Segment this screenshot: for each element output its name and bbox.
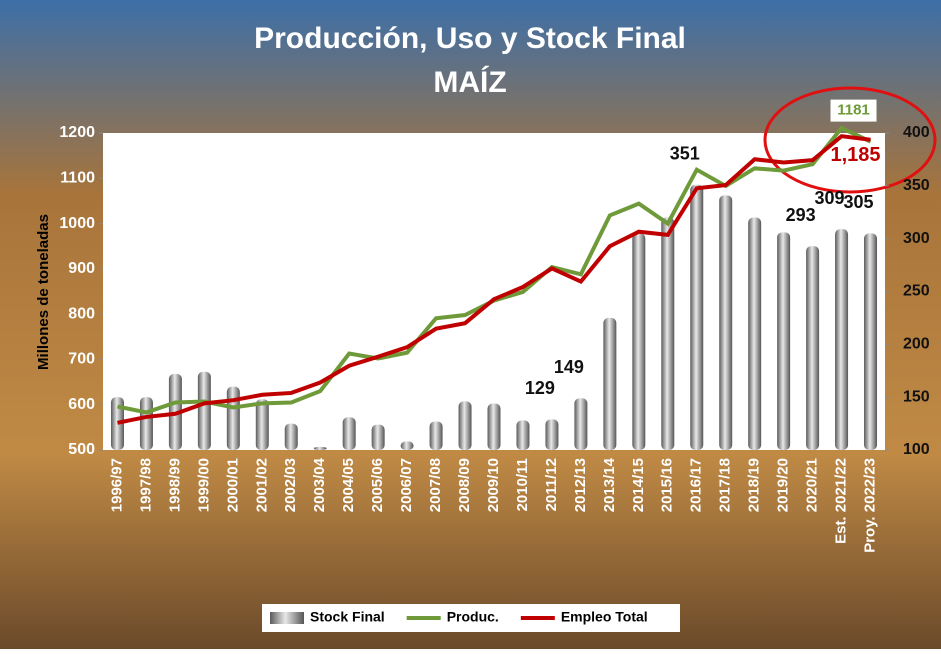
bar [226, 386, 240, 450]
bar [458, 401, 472, 450]
value-label-box [830, 99, 877, 122]
y2-tick-label: 350 [903, 177, 930, 194]
x-tick-label: 2013/14 [601, 457, 618, 512]
bar [284, 423, 298, 450]
x-tick-label: 2000/01 [224, 458, 241, 512]
bar [835, 229, 849, 450]
y2-tick-label: 150 [903, 388, 930, 405]
x-tick-label: 1999/00 [195, 458, 212, 512]
x-tick-label: 2005/06 [369, 458, 386, 512]
x-tick-label: 2012/13 [572, 458, 589, 512]
bar [777, 232, 791, 450]
bar [516, 420, 530, 450]
x-tick-label: 2007/08 [427, 458, 444, 512]
legend-swatch [270, 612, 304, 624]
bar-value-label: 305 [843, 192, 873, 212]
x-tick-label: 1996/97 [108, 458, 125, 512]
legend-label: Stock Final [310, 609, 385, 625]
y2-tick-label: 300 [903, 230, 930, 247]
x-tick-label: 2008/09 [456, 458, 473, 512]
bar-value-label: 309 [815, 188, 845, 208]
y-tick-label: 700 [68, 351, 95, 368]
y2-tick-label: 250 [903, 283, 930, 300]
y-tick-label: 500 [68, 441, 95, 458]
bar [545, 419, 559, 450]
bar [342, 417, 356, 450]
x-tick-label: Proy. 2022/23 [861, 458, 878, 553]
bar-value-label: 351 [670, 144, 700, 164]
line-value-label: 1181 [837, 102, 870, 119]
legend-label: Empleo Total [561, 609, 648, 625]
bar [371, 424, 385, 450]
x-tick-label: 2006/07 [398, 458, 415, 512]
bar [806, 246, 820, 450]
x-tick-label: 2020/21 [804, 458, 821, 512]
bar [574, 398, 588, 450]
x-tick-label: Est. 2021/22 [833, 458, 850, 544]
x-tick-label: 2019/20 [775, 458, 792, 512]
x-tick-label: 2014/15 [630, 458, 647, 512]
y2-tick-label: 100 [903, 441, 930, 458]
x-tick-label: 2002/03 [282, 458, 299, 512]
line [117, 134, 871, 425]
x-tick-label: 2011/12 [543, 458, 560, 511]
bar-value-label: 293 [786, 205, 816, 225]
x-tick-label: 2016/17 [688, 458, 705, 512]
x-tick-label: 2015/16 [659, 458, 676, 512]
bar [429, 421, 443, 450]
legend-box [262, 604, 680, 632]
legend-label: Produc. [447, 609, 499, 625]
y2-tick-label: 200 [903, 336, 930, 353]
bar [661, 217, 675, 450]
bar [864, 233, 878, 450]
bar [255, 399, 269, 450]
x-tick-label: 2004/05 [340, 458, 357, 512]
y-tick-label: 600 [68, 396, 95, 413]
bar [110, 397, 124, 450]
y-tick-label: 1100 [60, 170, 95, 187]
y2-tick-label: 400 [903, 124, 930, 141]
bar [748, 217, 762, 450]
bar-value-label: 149 [554, 357, 584, 377]
y-tick-label: 1200 [59, 124, 95, 141]
line-value-label: 1,185 [830, 144, 880, 166]
y-tick-label: 1000 [59, 215, 95, 232]
bar [690, 184, 704, 450]
chart-subtitle: MAÍZ [433, 65, 506, 99]
x-tick-label: 2001/02 [253, 458, 270, 512]
bar [603, 317, 617, 450]
y-tick-label: 800 [68, 305, 95, 322]
x-tick-label: 2010/11 [514, 458, 531, 511]
x-tick-label: 1998/99 [166, 458, 183, 512]
x-tick-label: 2017/18 [717, 458, 734, 512]
y-axis-label: Millones de toneladas [35, 214, 52, 370]
bar [313, 446, 327, 450]
bar [487, 403, 501, 450]
bar [197, 371, 211, 450]
bar [632, 233, 646, 450]
bar [400, 441, 414, 450]
bar [139, 397, 153, 450]
bar [719, 195, 733, 450]
x-tick-label: 1997/98 [137, 458, 154, 512]
bar-value-label: 129 [525, 378, 555, 398]
y-tick-label: 900 [68, 260, 95, 277]
x-tick-label: 2009/10 [485, 458, 502, 512]
highlight-ellipse [763, 86, 937, 194]
chart-title: Producción, Uso y Stock Final [254, 22, 686, 55]
x-tick-label: 2003/04 [311, 457, 328, 512]
x-tick-label: 2018/19 [746, 458, 763, 512]
